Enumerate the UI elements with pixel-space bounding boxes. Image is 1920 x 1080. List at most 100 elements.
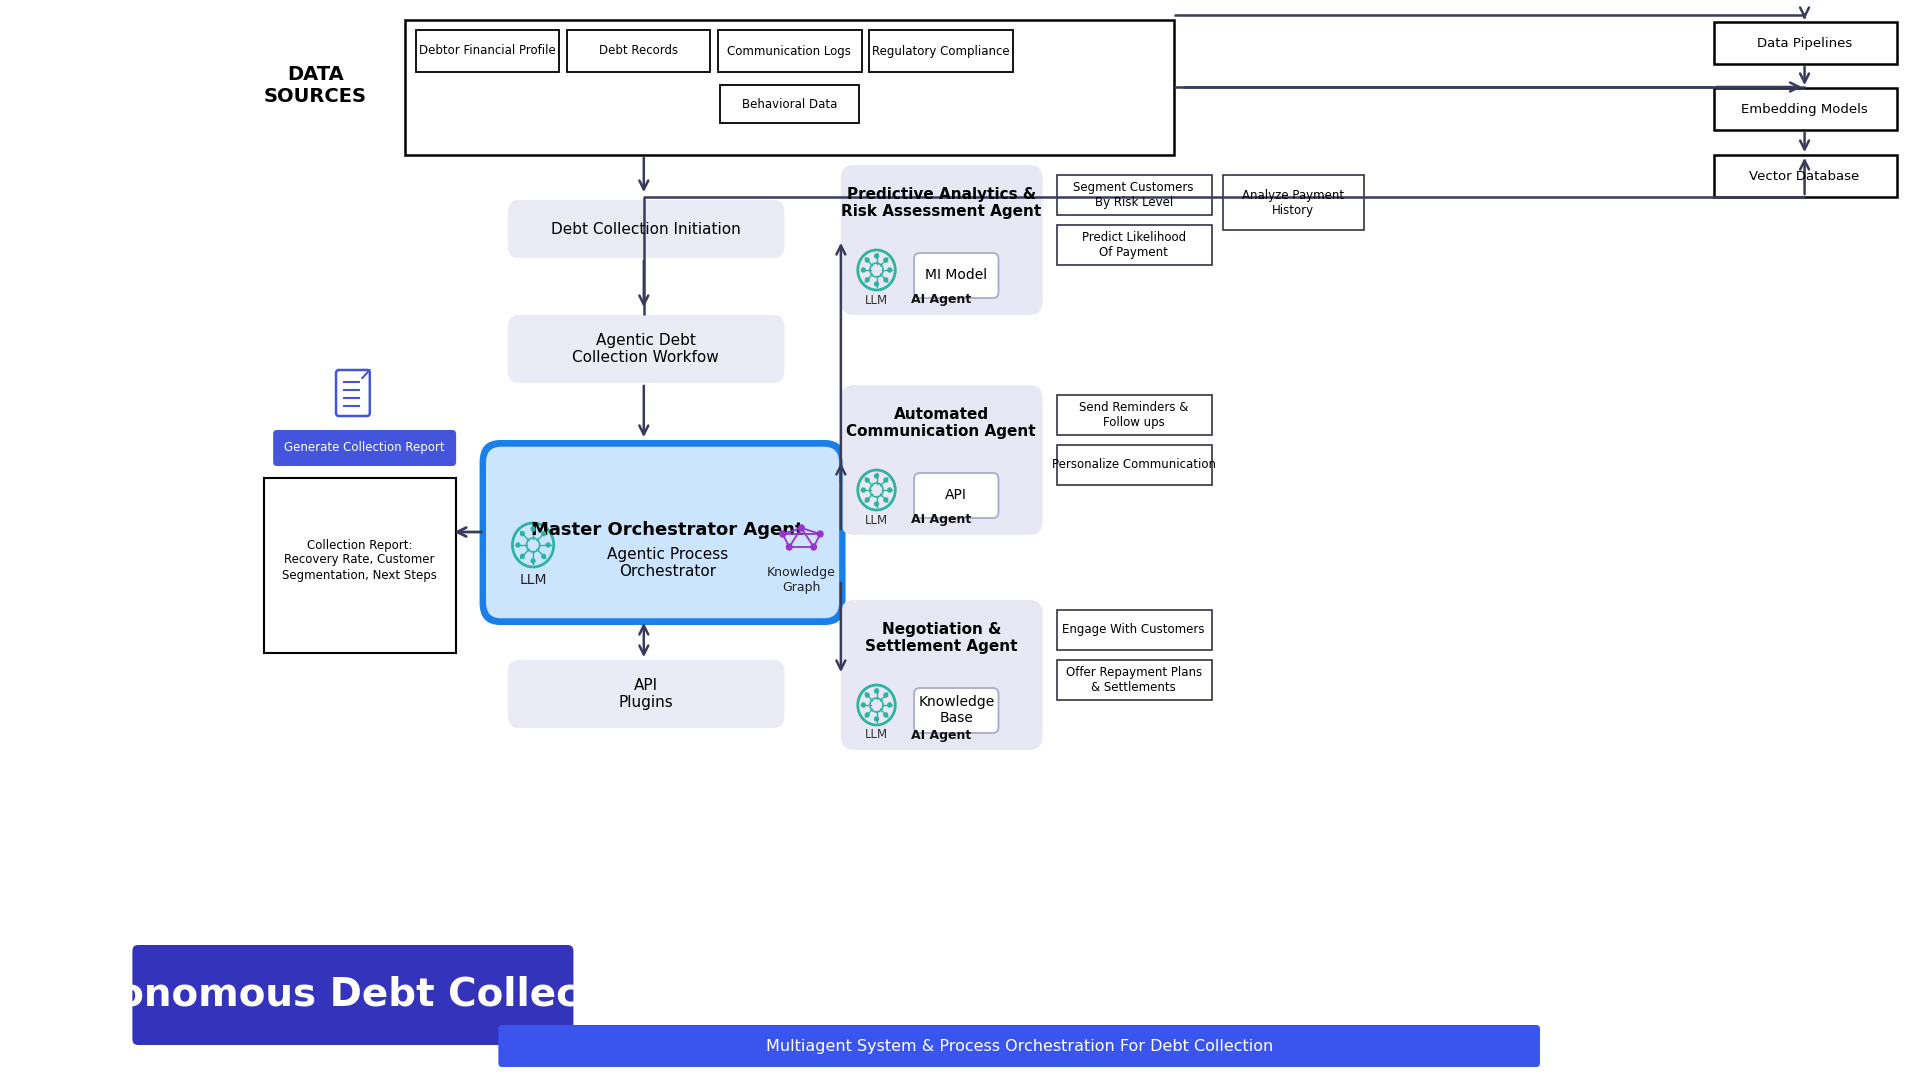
Circle shape	[887, 268, 891, 272]
FancyBboxPatch shape	[499, 1025, 1540, 1067]
Text: Agentic Process
Orchestrator: Agentic Process Orchestrator	[607, 546, 728, 579]
Text: Analyze Payment
History: Analyze Payment History	[1242, 189, 1344, 217]
Bar	[1056, 175, 1212, 215]
FancyBboxPatch shape	[507, 200, 785, 258]
Circle shape	[876, 282, 877, 286]
Bar	[1223, 175, 1363, 230]
Bar	[718, 30, 862, 72]
Circle shape	[866, 498, 870, 502]
Text: Debtor Financial Profile: Debtor Financial Profile	[419, 44, 555, 57]
Text: Engage With Customers: Engage With Customers	[1062, 623, 1206, 636]
FancyBboxPatch shape	[914, 688, 998, 733]
Text: Behavioral Data: Behavioral Data	[741, 97, 837, 110]
Bar	[417, 30, 559, 72]
Circle shape	[866, 713, 870, 717]
Text: Embedding Models: Embedding Models	[1741, 103, 1868, 116]
Text: Offer Repayment Plans
& Settlements: Offer Repayment Plans & Settlements	[1066, 666, 1202, 694]
Circle shape	[883, 498, 887, 502]
Bar	[1056, 660, 1212, 700]
FancyBboxPatch shape	[273, 430, 457, 465]
Text: Autonomous Debt Collection: Autonomous Debt Collection	[40, 976, 664, 1014]
Bar	[720, 85, 858, 123]
Circle shape	[810, 544, 816, 550]
Bar	[1056, 610, 1212, 650]
Text: LLM: LLM	[866, 294, 889, 307]
Text: Predictive Analytics &
Risk Assessment Agent: Predictive Analytics & Risk Assessment A…	[841, 187, 1041, 219]
Bar	[566, 30, 710, 72]
Text: Regulatory Compliance: Regulatory Compliance	[872, 44, 1010, 57]
Text: Knowledge
Base: Knowledge Base	[918, 694, 995, 725]
Text: LLM: LLM	[866, 513, 889, 526]
Bar	[1056, 445, 1212, 485]
Bar	[1713, 87, 1897, 130]
Text: Vector Database: Vector Database	[1749, 170, 1860, 183]
Text: Generate Collection Report: Generate Collection Report	[284, 442, 445, 455]
Bar	[405, 21, 1173, 156]
Text: Debt Records: Debt Records	[599, 44, 678, 57]
FancyBboxPatch shape	[132, 945, 574, 1045]
Text: API: API	[945, 488, 968, 502]
Circle shape	[780, 531, 785, 537]
Circle shape	[862, 268, 866, 272]
Text: Collection Report:
Recovery Rate, Customer
Segmentation, Next Steps: Collection Report: Recovery Rate, Custom…	[282, 539, 438, 581]
Text: Agentic Debt
Collection Workfow: Agentic Debt Collection Workfow	[572, 333, 720, 365]
Circle shape	[876, 254, 877, 258]
Text: Multiagent System & Process Orchestration For Debt Collection: Multiagent System & Process Orchestratio…	[766, 1039, 1273, 1053]
Circle shape	[876, 717, 877, 721]
Text: Debt Collection Initiation: Debt Collection Initiation	[551, 221, 741, 237]
Circle shape	[883, 693, 887, 697]
Circle shape	[516, 543, 520, 546]
Circle shape	[866, 278, 870, 282]
Circle shape	[541, 531, 545, 536]
Text: Personalize Communication: Personalize Communication	[1052, 459, 1215, 472]
Circle shape	[532, 559, 536, 563]
FancyBboxPatch shape	[507, 660, 785, 728]
Circle shape	[545, 543, 549, 546]
Circle shape	[799, 525, 804, 531]
Text: LLM: LLM	[518, 573, 547, 588]
Circle shape	[862, 488, 866, 492]
Text: Predict Likelihood
Of Payment: Predict Likelihood Of Payment	[1081, 231, 1187, 259]
Circle shape	[520, 554, 524, 558]
Circle shape	[866, 258, 870, 262]
Circle shape	[520, 531, 524, 536]
Text: LLM: LLM	[866, 729, 889, 742]
FancyBboxPatch shape	[841, 384, 1043, 535]
Text: AI Agent: AI Agent	[912, 513, 972, 526]
Bar	[1056, 225, 1212, 265]
Circle shape	[787, 544, 793, 550]
Bar	[263, 478, 457, 653]
Text: Knowledge
Graph: Knowledge Graph	[766, 566, 835, 594]
Bar	[1056, 395, 1212, 435]
Circle shape	[883, 478, 887, 482]
FancyBboxPatch shape	[484, 445, 841, 620]
Text: Negotiation &
Settlement Agent: Negotiation & Settlement Agent	[866, 622, 1018, 654]
Circle shape	[541, 554, 545, 558]
Text: AI Agent: AI Agent	[912, 729, 972, 742]
Text: Master Orchestrator Agent: Master Orchestrator Agent	[532, 521, 804, 539]
Circle shape	[883, 713, 887, 717]
Text: Communication Logs: Communication Logs	[728, 44, 851, 57]
Circle shape	[866, 693, 870, 697]
Text: DATA
SOURCES: DATA SOURCES	[263, 65, 367, 106]
Circle shape	[876, 474, 877, 478]
FancyBboxPatch shape	[914, 253, 998, 298]
Circle shape	[876, 689, 877, 693]
Circle shape	[887, 703, 891, 707]
Circle shape	[818, 531, 824, 537]
Text: MI Model: MI Model	[925, 268, 987, 282]
Bar	[1713, 156, 1897, 197]
FancyBboxPatch shape	[507, 315, 785, 383]
Text: Send Reminders &
Follow ups: Send Reminders & Follow ups	[1079, 401, 1188, 429]
Circle shape	[883, 258, 887, 262]
FancyBboxPatch shape	[914, 473, 998, 518]
Text: AI Agent: AI Agent	[912, 294, 972, 307]
Text: Data Pipelines: Data Pipelines	[1757, 37, 1853, 50]
FancyBboxPatch shape	[841, 600, 1043, 750]
Bar	[870, 30, 1012, 72]
Text: Automated
Communication Agent: Automated Communication Agent	[847, 407, 1037, 440]
Circle shape	[876, 502, 877, 507]
Bar	[1713, 22, 1897, 64]
Circle shape	[532, 527, 536, 531]
Circle shape	[866, 478, 870, 482]
